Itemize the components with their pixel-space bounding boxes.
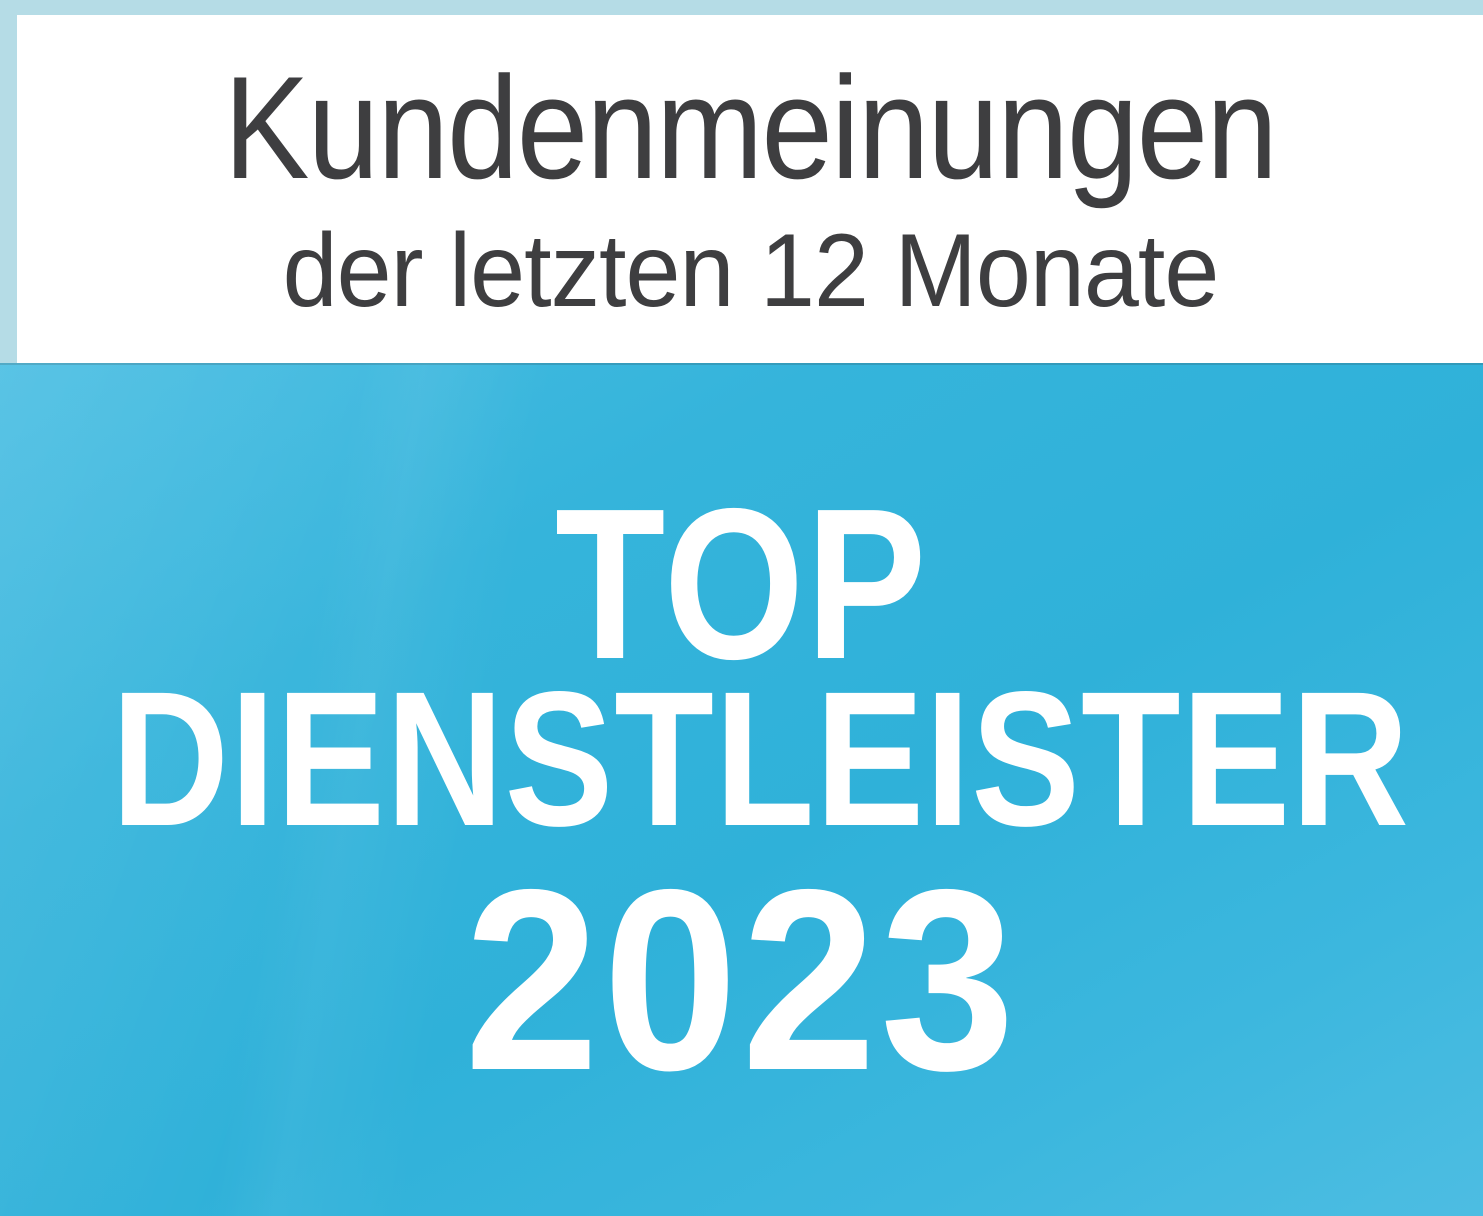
header-title: Kundenmeinungen xyxy=(223,46,1278,209)
header-panel: Kundenmeinungen der letzten 12 Monate xyxy=(17,15,1483,363)
award-top-label: TOP xyxy=(554,463,929,704)
award-dienstleister-label: DIENSTLEISTER xyxy=(111,651,1410,866)
award-panel: TOP DIENSTLEISTER 2023 xyxy=(0,363,1483,1216)
header-subtitle: der letzten 12 Monate xyxy=(282,213,1219,329)
award-year-label: 2023 xyxy=(464,835,1019,1124)
